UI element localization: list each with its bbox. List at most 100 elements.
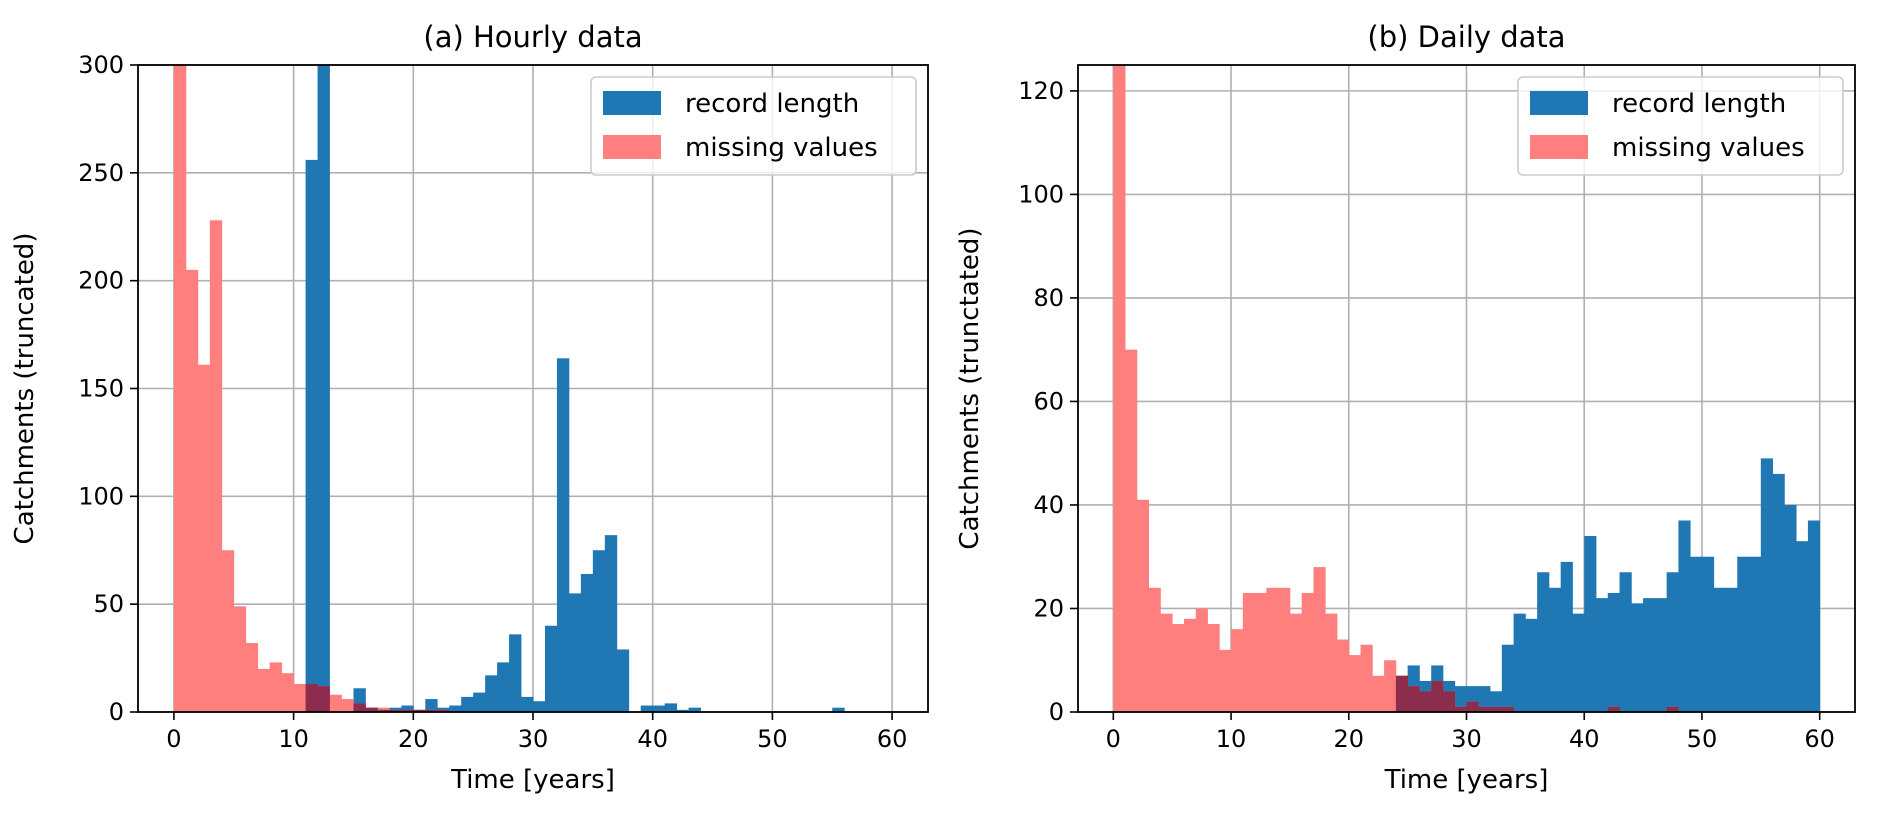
x-tick-label: 40 xyxy=(1569,725,1600,753)
bar-overlap xyxy=(305,683,318,712)
bar-record-length xyxy=(568,593,582,712)
bar-record-length xyxy=(604,535,618,712)
chart-title: (b) Daily data xyxy=(1367,20,1565,54)
bar-record-length xyxy=(461,696,474,712)
bar-record-length xyxy=(1666,572,1679,712)
bar-overlap xyxy=(1442,691,1456,712)
y-tick-label: 50 xyxy=(93,590,124,618)
bar-overlap xyxy=(437,709,450,712)
bar-overlap xyxy=(1490,706,1503,712)
bar-record-length xyxy=(1454,686,1467,712)
bar-record-length xyxy=(1737,556,1750,712)
legend: record length missing values xyxy=(1517,76,1844,176)
bar-missing-values xyxy=(329,694,342,712)
bar-overlap xyxy=(1501,706,1514,712)
bar-record-length xyxy=(652,705,666,712)
bar-record-length xyxy=(544,625,558,712)
legend: record length missing values xyxy=(590,76,917,176)
bar-missing-values xyxy=(1219,649,1232,712)
x-tick-label: 10 xyxy=(278,725,309,753)
legend-swatch xyxy=(603,135,661,159)
bar-overlap xyxy=(401,709,414,712)
bar-record-length xyxy=(425,699,438,712)
bar-missing-values xyxy=(1113,65,1126,712)
y-tick-label: 200 xyxy=(78,267,124,295)
legend-swatch xyxy=(603,91,661,115)
x-tick-label: 50 xyxy=(757,725,788,753)
bar-overlap xyxy=(1607,706,1620,712)
bar-record-length xyxy=(1537,572,1550,712)
bar-record-length xyxy=(556,358,570,712)
bar-missing-values xyxy=(1160,613,1173,712)
legend-swatch xyxy=(1530,135,1588,159)
bar-record-length xyxy=(592,550,606,712)
x-tick-label: 10 xyxy=(1216,725,1247,753)
bar-record-length xyxy=(1725,587,1738,712)
legend-label: record length xyxy=(685,89,859,119)
bar-record-length xyxy=(473,692,486,712)
panel-hourly: 0 10 20 30 40 50 60 0 50 100 150 200 250 300 (a) Hourl… xyxy=(10,20,929,795)
x-tick-label: 40 xyxy=(637,725,668,753)
bar-missing-values xyxy=(281,673,295,712)
bar-overlap xyxy=(1407,686,1420,712)
bar-record-length xyxy=(1584,536,1597,712)
y-tick-label: 100 xyxy=(1018,180,1064,208)
bar-record-length xyxy=(1760,458,1773,712)
bar-missing-values xyxy=(341,699,354,712)
chart-title: (a) Hourly data xyxy=(423,20,642,54)
bar-record-length xyxy=(1607,592,1620,712)
bar-overlap xyxy=(1666,706,1679,712)
bar-overlap xyxy=(365,707,378,712)
bar-record-length xyxy=(533,701,546,712)
bar-overlap xyxy=(413,709,426,712)
bar-missing-values xyxy=(1195,608,1208,712)
bar-record-length xyxy=(688,707,701,712)
bar-overlap xyxy=(377,709,390,712)
bar-overlap xyxy=(1478,706,1491,712)
bar-missing-values xyxy=(233,606,247,712)
x-tick-label: 60 xyxy=(877,725,908,753)
y-tick-label: 300 xyxy=(78,51,124,79)
bar-record-length xyxy=(1713,587,1726,712)
bar-missing-values xyxy=(1313,567,1326,712)
x-axis-label: Time [years] xyxy=(1384,765,1549,795)
y-tick-label: 250 xyxy=(78,159,124,187)
y-tick-label: 60 xyxy=(1033,387,1064,415)
bar-record-length xyxy=(1772,473,1785,712)
bar-overlap xyxy=(353,703,366,712)
bar-missing-values xyxy=(1242,592,1255,712)
bar-record-length xyxy=(317,65,330,712)
bar-record-length xyxy=(616,649,630,712)
legend-box xyxy=(1517,76,1844,176)
bar-missing-values xyxy=(1125,349,1138,712)
bar-record-length xyxy=(509,634,522,712)
bar-record-length xyxy=(1796,541,1809,712)
bar-missing-values xyxy=(1360,644,1373,712)
bar-record-length xyxy=(676,709,690,712)
bar-record-length xyxy=(640,705,654,712)
bar-missing-values xyxy=(221,550,235,712)
bar-record-length xyxy=(1572,613,1585,712)
bar-missing-values xyxy=(1278,587,1291,712)
bar-missing-values xyxy=(245,642,259,712)
legend-label: missing values xyxy=(1612,133,1805,163)
bar-missing-values xyxy=(257,668,271,712)
bar-overlap xyxy=(1419,691,1432,712)
bar-record-length xyxy=(1478,686,1491,712)
bar-record-length xyxy=(401,705,414,712)
bar-overlap xyxy=(1431,680,1444,712)
y-tick-label: 120 xyxy=(1018,77,1064,105)
bar-missing-values xyxy=(1183,618,1197,712)
bar-record-length xyxy=(1690,556,1703,712)
bar-missing-values xyxy=(293,683,306,712)
x-tick-label: 60 xyxy=(1804,725,1835,753)
bar-overlap xyxy=(389,709,402,712)
x-tick-label: 0 xyxy=(1106,725,1121,753)
y-tick-label: 0 xyxy=(1049,698,1064,726)
x-tick-label: 20 xyxy=(398,725,429,753)
axes-frame xyxy=(1077,64,1856,713)
bar-missing-values xyxy=(1231,629,1244,712)
bar-missing-values xyxy=(1136,499,1150,712)
x-tick-label: 0 xyxy=(166,725,181,753)
bar-overlap xyxy=(317,686,330,712)
